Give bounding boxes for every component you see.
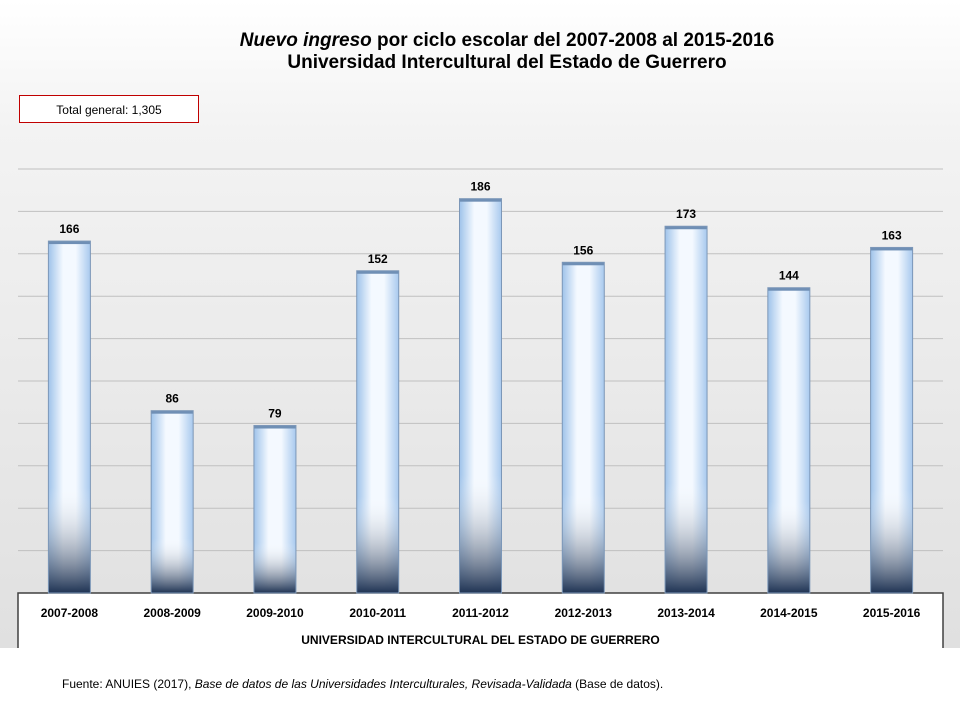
bar-2015-2016 <box>870 246 914 594</box>
source-title: Base de datos de las Universidades Inter… <box>194 677 572 691</box>
x-tick-label: 2013-2014 <box>657 606 715 620</box>
data-label: 186 <box>470 180 490 194</box>
title-rest: por ciclo escolar del 2007-2008 al 2015-… <box>371 30 775 51</box>
title-line2: Universidad Intercultural del Estado de … <box>287 52 727 73</box>
x-tick-label: 2015-2016 <box>863 606 921 620</box>
bar-2009-2010 <box>253 425 297 594</box>
bar-2007-2008 <box>47 240 91 594</box>
x-tick-label: 2010-2011 <box>349 606 406 620</box>
bar-2012-2013 <box>561 261 605 594</box>
data-label: 79 <box>268 407 282 421</box>
bar-2014-2015 <box>767 287 811 594</box>
category-axis-frame <box>17 592 944 648</box>
source-suffix: (Base de datos). <box>571 677 664 691</box>
bar-2010-2011 <box>356 270 400 594</box>
bar-chart: 166 2007-2008 86 2008-2009 79 2009-2010 152 201… <box>17 168 944 648</box>
x-tick-label: 2011-2012 <box>452 606 509 620</box>
x-tick-label: 2008-2009 <box>143 606 201 620</box>
x-tick-label: 2007-2008 <box>41 606 99 620</box>
x-tick-label: 2012-2013 <box>555 606 613 620</box>
bar-2013-2014 <box>664 225 708 594</box>
x-tick-label: 2014-2015 <box>760 606 818 620</box>
x-axis-label: UNIVERSIDAD INTERCULTURAL DEL ESTADO DE … <box>301 633 659 647</box>
bar-2008-2009 <box>150 410 194 594</box>
data-label: 152 <box>368 252 388 266</box>
total-general-box: Total general: 1,305 <box>19 95 199 123</box>
data-label: 173 <box>676 207 696 221</box>
data-label: 156 <box>573 243 593 257</box>
source-prefix: Fuente: ANUIES (2017), <box>62 677 195 691</box>
bar-2011-2012 <box>459 198 502 594</box>
data-label: 144 <box>779 269 799 283</box>
chart-title: Nuevo ingreso por ciclo escolar del 2007… <box>0 30 960 74</box>
title-italic: Nuevo ingreso <box>239 30 372 51</box>
data-label: 86 <box>165 392 179 406</box>
x-tick-label: 2009-2010 <box>246 606 304 620</box>
source-note: Fuente: ANUIES (2017), Base de datos de … <box>62 677 663 691</box>
data-label: 163 <box>882 228 902 242</box>
data-label: 166 <box>59 222 79 236</box>
